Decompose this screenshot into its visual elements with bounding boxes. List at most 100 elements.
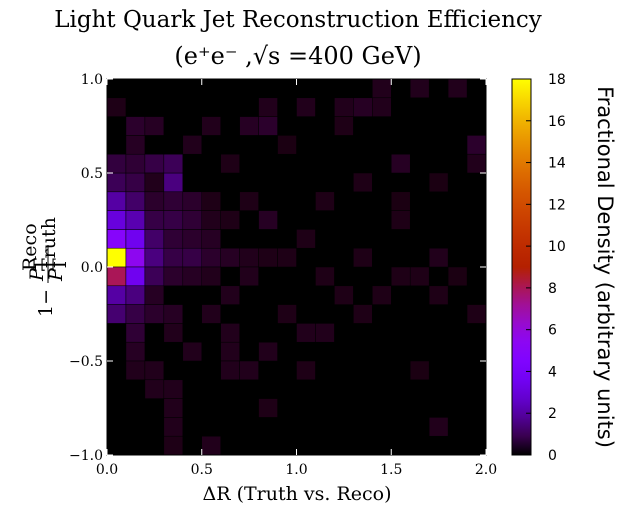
heatmap-cell	[220, 210, 240, 230]
y-axis-label-numerator-sub: T	[30, 258, 52, 271]
heatmap-cell	[258, 341, 278, 362]
heatmap-cell	[466, 304, 487, 324]
heatmap-cell	[163, 379, 184, 399]
heatmap-cell	[201, 435, 221, 456]
heatmap-cell	[201, 266, 221, 287]
heatmap-cell	[163, 435, 184, 456]
heatmap-cell	[372, 78, 392, 99]
y-axis-label-denominator: P	[45, 267, 67, 282]
heatmap-cell	[125, 153, 146, 174]
heatmap-cell	[296, 360, 316, 381]
heatmap-cell	[258, 210, 278, 230]
heatmap-cell	[125, 172, 146, 193]
heatmap-cell	[428, 285, 449, 305]
heatmap-cell	[220, 360, 240, 381]
heatmap-cell	[144, 153, 165, 174]
heatmap-cell	[106, 285, 127, 305]
x-tick-label: 0.5	[191, 462, 213, 478]
heatmap-cell	[125, 247, 146, 268]
heatmap-cell	[106, 266, 127, 287]
heatmap-cell	[447, 78, 468, 99]
heatmap-cell	[409, 360, 430, 381]
heatmap-cell	[466, 153, 487, 174]
heatmap-cell	[277, 247, 297, 268]
chart-title-line2: (e⁺e⁻ ,√s =400 GeV)	[174, 42, 421, 70]
heatmap-cell	[106, 191, 127, 211]
heatmap-cell	[163, 210, 184, 230]
heatmap-cell	[163, 172, 184, 193]
heatmap-cell	[334, 285, 354, 305]
heatmap-cell	[220, 153, 240, 174]
heatmap-cell	[163, 266, 184, 287]
heatmap-cell	[391, 210, 411, 230]
heatmap-cell	[106, 97, 127, 117]
colorbar-tick-label: 0	[548, 448, 557, 464]
heatmap-cell	[182, 247, 203, 268]
colorbar-tick-label: 2	[548, 406, 557, 422]
heatmap-cell	[428, 417, 449, 437]
heatmap-cell	[182, 191, 203, 211]
y-tick-label: 0.5	[81, 166, 103, 182]
x-tick-label: 0.0	[96, 462, 118, 478]
heatmap-cell	[258, 116, 278, 136]
heatmap-cell	[372, 285, 392, 305]
x-axis-ticks: 0.0 0.5 1.0 1.5 2.0	[96, 79, 497, 478]
x-tick-label: 1.0	[285, 462, 307, 478]
heatmap-cell	[106, 210, 127, 230]
heatmap-cell	[106, 247, 127, 268]
heatmap-cell	[144, 247, 165, 268]
heatmap-cell	[125, 360, 146, 381]
heatmap-cell	[353, 247, 373, 268]
heatmap-cell	[239, 247, 259, 268]
heatmap-cell	[334, 97, 354, 117]
heatmap-cell	[258, 247, 278, 268]
heatmap-cell	[182, 341, 203, 362]
heatmap-cell	[201, 229, 221, 249]
colorbar-label: Fractional Density (arbitrary units)	[593, 86, 617, 448]
heatmap-cell	[182, 229, 203, 249]
heatmap-cell	[106, 229, 127, 249]
x-axis-label: ΔR (Truth vs. Reco)	[203, 483, 392, 505]
heatmap-cell	[125, 210, 146, 230]
heatmap-cell	[106, 172, 127, 193]
y-axis-label-numerator: P	[26, 267, 48, 282]
heatmap-cell	[334, 116, 354, 136]
colorbar-tick-label: 4	[548, 364, 557, 380]
heatmap-cell	[447, 266, 468, 287]
heatmap-cell	[182, 135, 203, 155]
heatmap-cell	[428, 247, 449, 268]
heatmap-cell	[277, 304, 297, 324]
x-tick-label: 2.0	[475, 462, 497, 478]
y-tick-label: 0.0	[81, 260, 103, 276]
heatmap-cell	[125, 323, 146, 343]
heatmap-cell	[125, 135, 146, 155]
heatmap-cell	[144, 172, 165, 193]
heatmap-cell	[428, 172, 449, 193]
heatmap-cell	[220, 247, 240, 268]
heatmap-cell	[258, 97, 278, 117]
heatmap-cell	[391, 266, 411, 287]
heatmap-cell	[220, 341, 240, 362]
heatmap-cells	[106, 78, 487, 456]
heatmap-cell	[144, 210, 165, 230]
colorbar	[511, 78, 532, 456]
colorbar-tick-label: 10	[548, 239, 566, 255]
heatmap-cell	[220, 285, 240, 305]
chart-title-line1: Light Quark Jet Reconstruction Efficienc…	[54, 7, 542, 33]
y-axis-ticks: 1.0 0.5 0.0 −0.5 −1.0	[69, 72, 486, 464]
heatmap-cell	[409, 266, 430, 287]
heatmap-cell	[125, 191, 146, 211]
colorbar-tick-label: 12	[548, 197, 566, 213]
heatmap-cell	[220, 323, 240, 343]
heatmap-cell	[296, 97, 316, 117]
heatmap-cell	[144, 285, 165, 305]
heatmap-cell	[372, 97, 392, 117]
heatmap-cell	[144, 379, 165, 399]
heatmap-cell	[125, 341, 146, 362]
heatmap-cell	[144, 191, 165, 211]
heatmap-cell	[353, 304, 373, 324]
heatmap-cell	[296, 229, 316, 249]
heatmap-cell	[315, 266, 335, 287]
heatmap-cell	[201, 210, 221, 230]
heatmap-cell	[201, 304, 221, 324]
